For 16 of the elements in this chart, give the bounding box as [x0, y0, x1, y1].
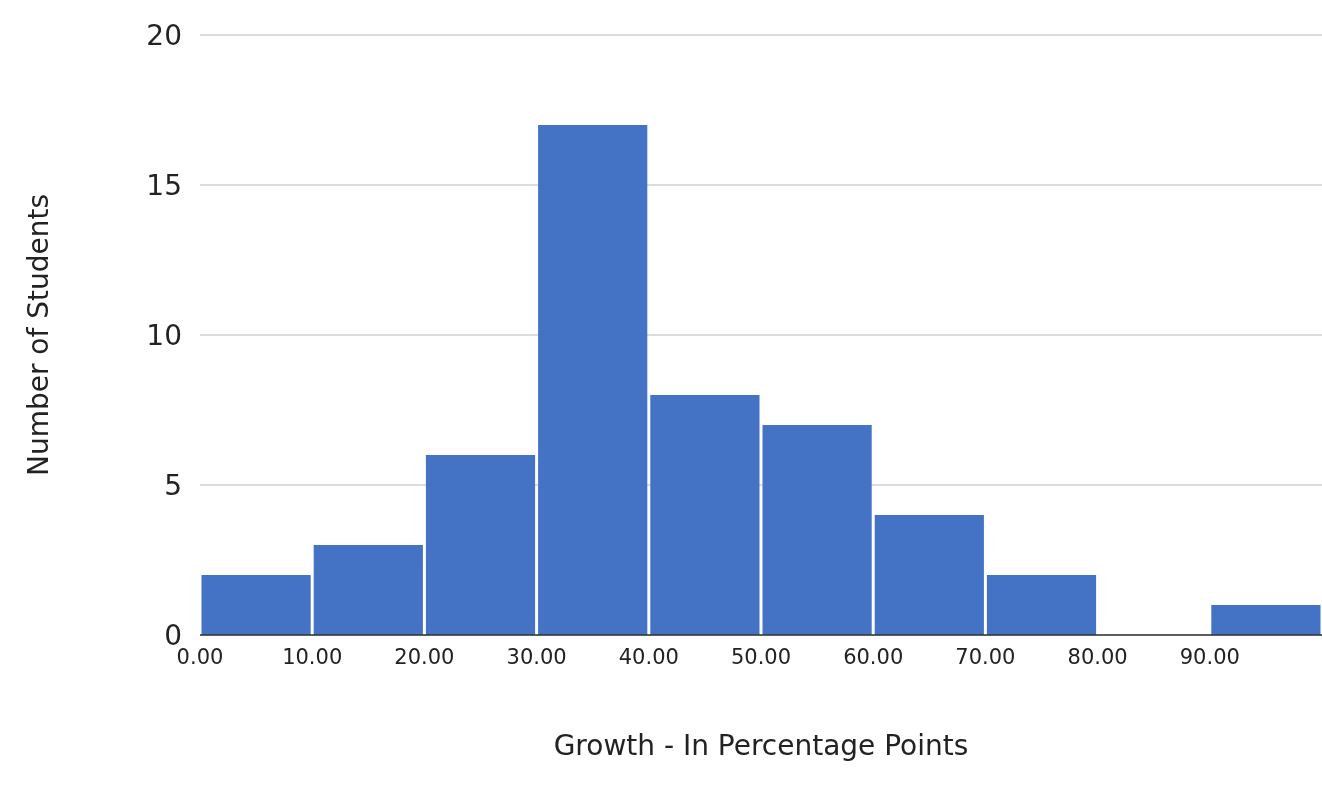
x-tick-label: 10.00	[282, 644, 343, 669]
x-tick-label: 60.00	[843, 644, 904, 669]
x-tick-label: 80.00	[1067, 644, 1128, 669]
x-tick-label: 0.00	[176, 644, 224, 669]
x-axis-title: Growth - In Percentage Points	[553, 729, 969, 762]
y-axis-title: Number of Students	[21, 193, 55, 477]
x-tick-label: 40.00	[618, 644, 679, 669]
y-tick-label: 20	[146, 18, 182, 52]
x-tick-label: 50.00	[730, 644, 792, 669]
y-tick-label: 5	[164, 468, 182, 502]
x-tick-label: 20.00	[394, 644, 455, 669]
x-tick-label: 30.00	[506, 644, 567, 669]
y-tick-label: 15	[146, 168, 182, 202]
x-tick-label: 90.00	[1179, 644, 1240, 669]
x-tick-label: 70.00	[955, 644, 1016, 669]
y-tick-label: 10	[146, 318, 182, 352]
